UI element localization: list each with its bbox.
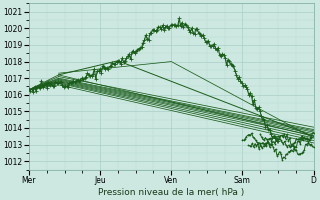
X-axis label: Pression niveau de la mer( hPa ): Pression niveau de la mer( hPa ) [98, 188, 244, 197]
